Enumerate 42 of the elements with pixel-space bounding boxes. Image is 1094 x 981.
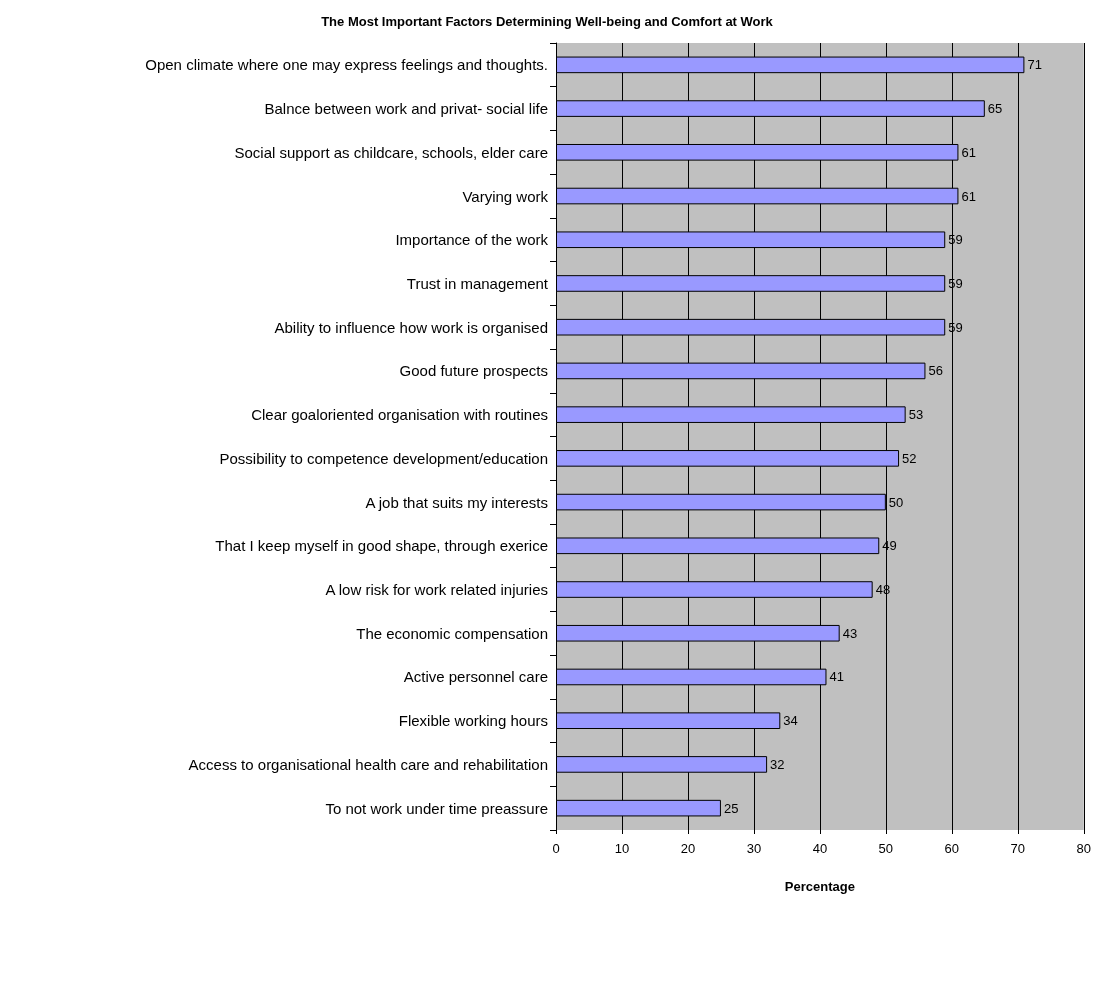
x-tick-label: 20 — [680, 841, 696, 856]
x-tick-label: 0 — [552, 841, 560, 856]
data-label: 43 — [842, 625, 858, 641]
x-tick-label: 10 — [614, 841, 630, 856]
y-tick-label: Social support as childcare, schools, elder care — [234, 143, 548, 161]
x-tick-label: 80 — [1076, 841, 1091, 856]
y-tick-label: Flexible working hours — [398, 712, 548, 730]
y-tick-label: Possibility to competence development/education — [219, 449, 548, 467]
y-tick-label: Ability to influence how work is organised — [274, 318, 548, 336]
data-label: 52 — [902, 450, 917, 466]
data-label: 34 — [783, 713, 798, 729]
y-tick-label: Good future prospects — [399, 362, 548, 380]
chart-title: The Most Important Factors Determining Well-being and Comfort at Work — [321, 14, 774, 29]
data-label: 71 — [1027, 57, 1042, 73]
x-tick-label: 30 — [746, 841, 762, 856]
y-tick-label: Open climate where one may express feelings and thoughts. — [145, 56, 548, 74]
data-label: 50 — [888, 494, 904, 510]
y-tick-label: Trust in management — [406, 274, 549, 292]
y-tick-label: Clear goaloriented organisation with routines — [251, 406, 548, 424]
x-tick-label: 60 — [944, 841, 960, 856]
data-label: 61 — [961, 188, 976, 204]
y-tick-label: A job that suits my interests — [365, 493, 548, 511]
y-tick-label: Balnce between work and privat- social life — [264, 100, 548, 118]
y-tick-label: That I keep myself in good shape, through exerice — [215, 537, 548, 555]
y-tick-label: Access to organisational health care and rehabilitation — [188, 755, 548, 773]
data-label: 53 — [908, 407, 924, 423]
y-tick-label: The economic compensation — [356, 624, 548, 642]
y-tick-label: Importance of the work — [395, 231, 549, 249]
y-tick-label: Active personnel care — [403, 668, 548, 686]
data-label: 25 — [723, 800, 739, 816]
x-tick-label: 70 — [1010, 841, 1026, 856]
y-tick-label: Varying work — [462, 187, 549, 205]
x-tick-label: 40 — [812, 841, 828, 856]
data-label: 32 — [770, 756, 785, 772]
data-label: 56 — [928, 363, 943, 379]
data-label: 41 — [829, 669, 844, 685]
data-label: 65 — [987, 101, 1003, 117]
y-tick-label: To not work under time preassure — [325, 799, 548, 817]
x-axis-title: Percentage — [784, 879, 855, 894]
y-tick-label: A low risk for work related injuries — [325, 581, 548, 599]
x-tick-label: 50 — [878, 841, 894, 856]
data-label: 61 — [961, 144, 976, 160]
